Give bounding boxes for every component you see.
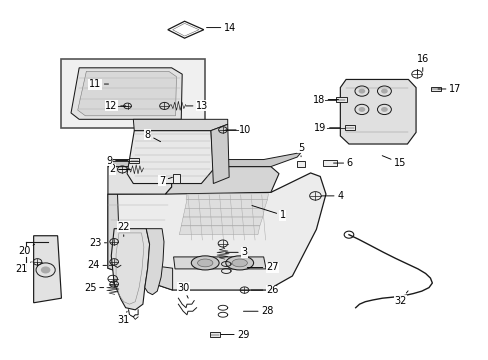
Polygon shape (183, 208, 264, 217)
Polygon shape (127, 131, 213, 184)
Bar (172, 174, 180, 183)
Text: 9: 9 (106, 156, 127, 166)
Text: 6: 6 (333, 158, 352, 168)
Polygon shape (111, 229, 149, 310)
Text: 30: 30 (177, 283, 189, 298)
Ellipse shape (232, 259, 247, 267)
Text: 25: 25 (84, 283, 103, 293)
Circle shape (380, 107, 387, 112)
Text: 4: 4 (321, 191, 343, 201)
Text: 8: 8 (144, 130, 160, 141)
Bar (296, 161, 305, 167)
Polygon shape (340, 80, 415, 144)
Polygon shape (108, 167, 171, 194)
Polygon shape (34, 236, 61, 303)
Text: 1: 1 (251, 206, 285, 220)
Text: 24: 24 (87, 260, 106, 270)
Text: 27: 27 (247, 262, 278, 273)
Polygon shape (71, 68, 182, 119)
Polygon shape (108, 173, 325, 290)
Text: 15: 15 (382, 156, 406, 168)
Text: 31: 31 (118, 311, 130, 325)
Text: 26: 26 (251, 285, 278, 295)
Text: 19: 19 (313, 123, 339, 133)
Text: 12: 12 (105, 101, 125, 111)
Polygon shape (165, 167, 279, 194)
Circle shape (41, 266, 50, 274)
Polygon shape (78, 71, 176, 116)
Bar (61, 59, 205, 128)
Text: 10: 10 (225, 125, 251, 135)
Text: 14: 14 (206, 23, 236, 33)
Polygon shape (179, 226, 259, 235)
Text: 18: 18 (312, 95, 338, 104)
Text: 16: 16 (416, 54, 428, 71)
Polygon shape (210, 124, 229, 184)
Text: 11: 11 (89, 79, 108, 89)
Ellipse shape (191, 256, 219, 270)
Bar (129, 158, 139, 163)
Circle shape (358, 89, 365, 94)
Text: 3: 3 (225, 247, 247, 257)
Text: 13: 13 (185, 101, 208, 111)
Text: 7: 7 (159, 176, 172, 186)
Polygon shape (184, 199, 267, 208)
Bar (344, 125, 354, 130)
Text: 29: 29 (221, 329, 249, 339)
Bar (323, 160, 336, 166)
Text: 5: 5 (297, 143, 304, 157)
Polygon shape (173, 257, 265, 269)
Text: 20: 20 (18, 244, 35, 256)
Ellipse shape (197, 259, 212, 267)
Text: 17: 17 (437, 84, 461, 94)
Polygon shape (108, 194, 172, 290)
Circle shape (380, 89, 387, 94)
Polygon shape (133, 119, 227, 131)
Text: 21: 21 (16, 262, 31, 274)
Text: 32: 32 (393, 291, 407, 306)
Bar (430, 86, 441, 91)
Polygon shape (144, 229, 163, 294)
Polygon shape (181, 217, 262, 226)
Bar (209, 332, 220, 337)
Polygon shape (108, 153, 301, 167)
Text: 22: 22 (117, 221, 130, 237)
Text: 23: 23 (89, 238, 106, 248)
Ellipse shape (225, 256, 253, 270)
Bar (335, 97, 346, 102)
Text: 2: 2 (109, 165, 130, 174)
Text: 28: 28 (243, 306, 273, 316)
Polygon shape (185, 193, 268, 199)
Circle shape (358, 107, 365, 112)
